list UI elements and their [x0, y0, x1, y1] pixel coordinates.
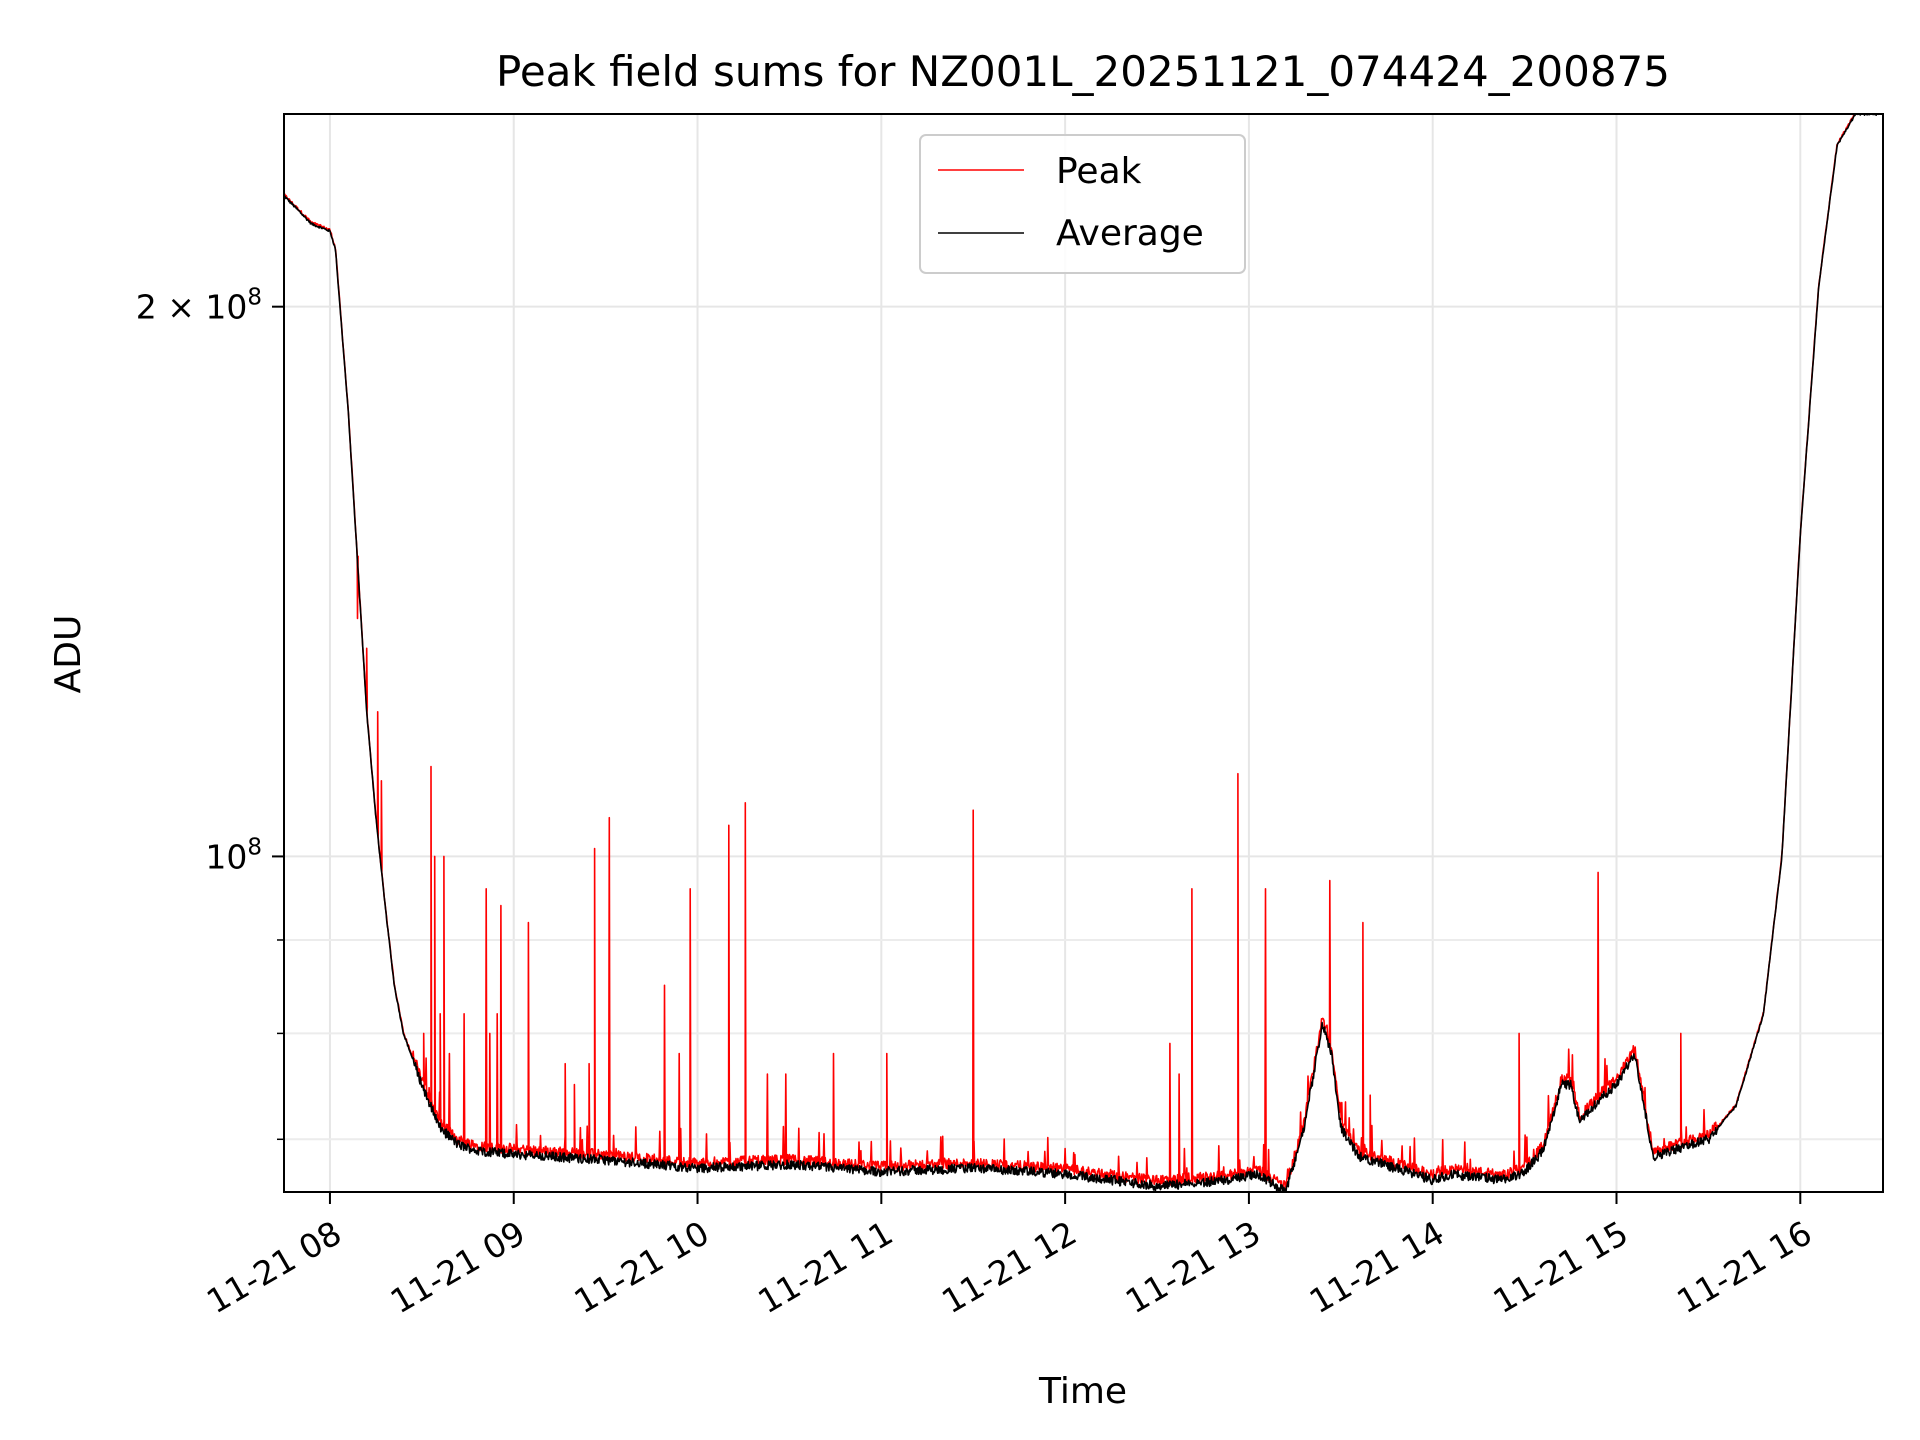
y-axis-label: ADU: [48, 615, 89, 694]
plot-frame: [283, 113, 1884, 1193]
legend: Peak Average: [919, 134, 1246, 274]
grid: [284, 114, 1883, 1192]
legend-label-peak: Peak: [1056, 151, 1142, 192]
legend-label-average: Average: [1056, 213, 1204, 254]
y-tick-label: 2 × 108: [136, 285, 262, 327]
series-line-peak: [284, 114, 1878, 1190]
series-line-average: [284, 114, 1883, 1192]
y-tick-label: 108: [205, 834, 262, 876]
x-axis-label: Time: [1038, 1371, 1127, 1412]
series-layer: [284, 114, 1883, 1192]
chart-title: Peak field sums for NZ001L_20251121_0744…: [496, 47, 1670, 96]
